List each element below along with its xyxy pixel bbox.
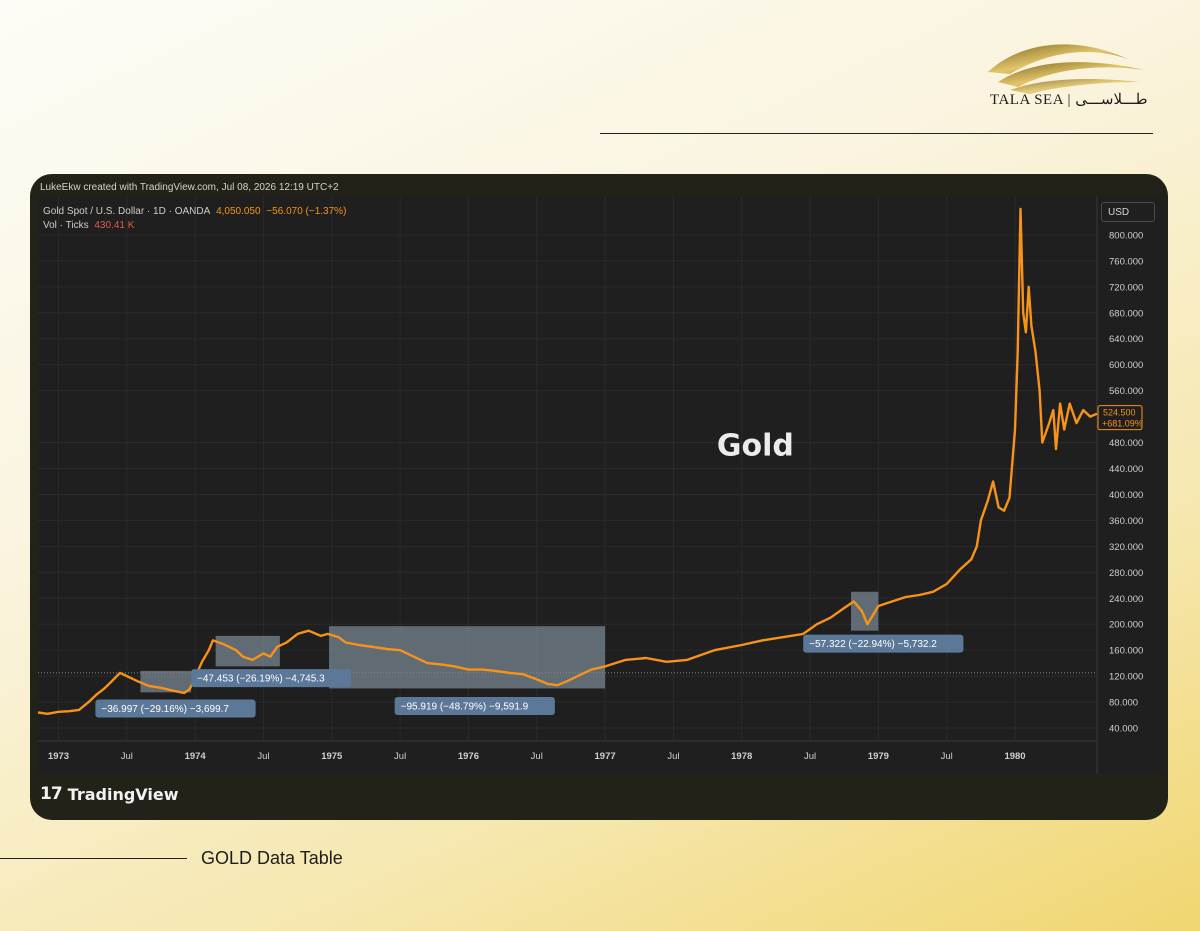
drawdown-label-box [803,634,964,653]
chart-title: Gold [717,429,794,464]
brand-name-arabic: طـــلاســـی [1075,92,1148,108]
drawdown-range-box [329,626,606,689]
volume-label: Vol · Ticks [43,220,89,231]
drawdown-label-box [394,696,555,715]
x-axis-tick-label: Jul [257,751,269,762]
gold-price-chart[interactable]: −36.997 (−29.16%) −3,699.7 −47.453 (−26.1… [38,196,1164,774]
x-axis-tick-label: Jul [121,751,133,762]
tradingview-watermark: 17 TradingView [40,784,179,804]
x-axis-tick-label: 1979 [868,751,889,762]
x-axis-tick-label: 1977 [595,751,616,762]
y-axis-tick-label: 680.000 [1109,308,1143,319]
y-axis-tick-label: 720.000 [1109,282,1143,293]
y-axis-tick-label: 320.000 [1109,542,1143,553]
x-axis-tick-label: Jul [941,751,953,762]
drawdown-label: −36.997 (−29.16%) −3,699.7 [101,704,229,715]
y-axis-tick-label: 280.000 [1109,568,1143,579]
symbol-name: Gold Spot / U.S. Dollar · 1D · OANDA [43,206,211,217]
x-axis-tick-label: 1974 [185,751,207,762]
drawdown-range-box [851,591,879,631]
y-axis-tick-label: 800.000 [1109,230,1143,241]
drawdown-label-box [95,699,256,718]
y-axis-tick-label: 440.000 [1109,464,1143,475]
bottom-divider [0,858,187,859]
tala-sea-logo [988,44,1145,94]
volume-value: 430.41 K [94,220,135,231]
x-axis-tick-label: 1976 [458,751,479,762]
y-axis-tick-label: 240.000 [1109,594,1143,605]
chart-panel: LukeEkw created with TradingView.com, Ju… [30,174,1168,820]
symbol-legend: Gold Spot / U.S. Dollar · 1D · OANDA 4,0… [43,206,349,217]
tradingview-wordmark: TradingView [67,784,179,804]
y-axis-tick-label: 360.000 [1109,516,1143,527]
x-axis-tick-label: Jul [804,751,816,762]
drawdown-label-box [191,669,352,688]
currency-button[interactable]: USD [1101,202,1155,222]
x-axis-tick-label: 1980 [1004,751,1025,762]
drawdown-label: −47.453 (−26.19%) −4,745.3 [197,674,325,685]
y-axis-tick-label: 640.000 [1109,334,1143,345]
last-price-badge [1097,405,1143,431]
x-axis-tick-label: 1973 [48,751,69,762]
y-axis-tick-label: 760.000 [1109,256,1143,267]
drawdown-range-box [215,635,280,667]
brand-name: TALA SEA | طـــلاســـی [990,92,1148,108]
x-axis-tick-label: Jul [667,751,679,762]
data-table-label: GOLD Data Table [201,848,343,868]
last-price: 4,050.050 [216,206,261,217]
brand-name-latin: TALA SEA [990,92,1064,108]
top-divider [600,133,1153,134]
y-axis-tick-label: 400.000 [1109,490,1143,501]
y-axis-tick-label: 40.000 [1109,724,1138,735]
chart-credit: LukeEkw created with TradingView.com, Ju… [40,182,339,193]
drawdown-label: −95.919 (−48.79%) −9,591.9 [401,701,529,712]
y-axis-tick-label: 480.000 [1109,438,1143,449]
x-axis-tick-label: Jul [531,751,543,762]
y-axis-tick-label: 600.000 [1109,360,1143,371]
last-price-value: 524.500 [1103,408,1136,418]
y-axis-tick-label: 200.000 [1109,620,1143,631]
tradingview-logo-icon: 17 [40,784,63,804]
drawdown-label: −57.322 (−22.94%) −5,732.2 [809,639,937,650]
y-axis-tick-label: 80.000 [1109,698,1138,709]
y-axis-tick-label: 120.000 [1109,672,1143,683]
x-axis-tick-label: 1975 [321,751,343,762]
volume-legend: Vol · Ticks 430.41 K [43,220,137,231]
x-axis-tick-label: Jul [394,751,406,762]
x-axis-tick-label: 1978 [731,751,752,762]
y-axis-tick-label: 560.000 [1109,386,1143,397]
price-change: −56.070 (−1.37%) [266,206,347,217]
y-axis-tick-label: 160.000 [1109,646,1143,657]
last-price-change: +681.09% [1102,419,1143,429]
